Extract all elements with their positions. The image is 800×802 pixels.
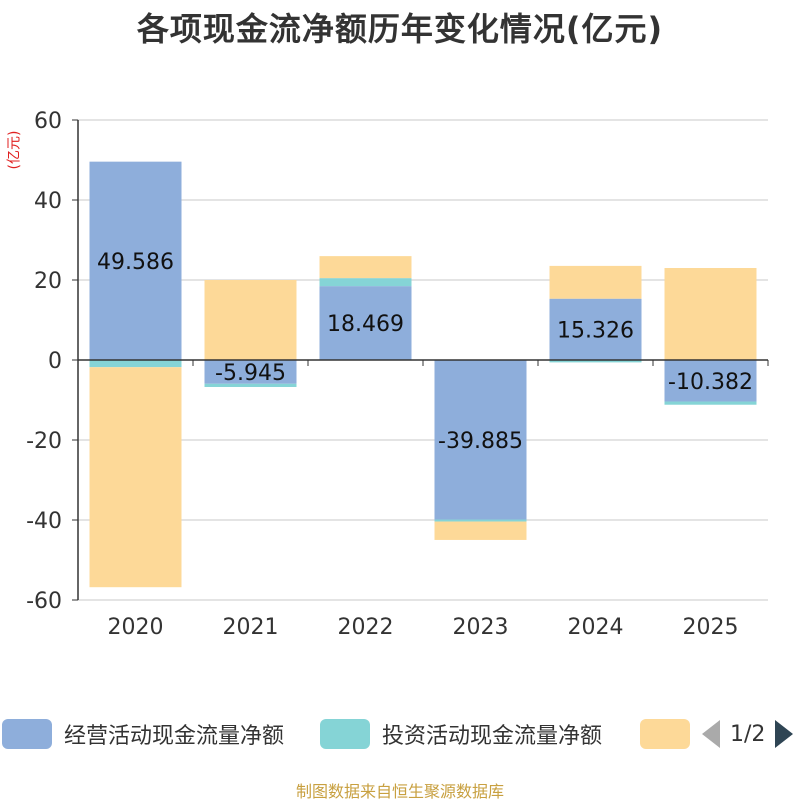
legend-item-investing[interactable]: 投资活动现金流量净额 (320, 716, 602, 752)
bar-2025-series-2[interactable] (664, 268, 757, 360)
legend: 经营活动现金流量净额 投资活动现金流量净额 1/2 (0, 716, 800, 756)
y-tick-label: -60 (26, 589, 62, 614)
x-tick-label-2024: 2024 (568, 615, 624, 640)
bar-2023-series-0[interactable] (434, 360, 527, 520)
bar-2021-series-1[interactable] (204, 383, 297, 387)
y-tick-label: 0 (48, 349, 62, 374)
x-tick-label-2025: 2025 (683, 615, 739, 640)
data-label-2022: 18.469 (327, 312, 404, 337)
bar-2025-series-0[interactable] (664, 360, 757, 402)
bar-2025-series-1[interactable] (664, 401, 757, 405)
y-tick-label: 20 (34, 269, 62, 294)
data-label-2024: 15.326 (557, 318, 634, 343)
legend-page-indicator: 1/2 (730, 721, 766, 747)
chart-canvas: 60 40 20 0 -20 -40 -60 2020 2021 2022 2023 2024 2025… (26, 109, 769, 640)
legend-item-financing[interactable] (640, 716, 702, 752)
prev-page-icon[interactable] (702, 720, 720, 748)
bar-2023-series-1[interactable] (434, 519, 527, 522)
legend-swatch-financing (640, 719, 690, 749)
bar-2021-series-2[interactable] (204, 280, 297, 360)
chart-title: 各项现金流净额历年变化情况(亿元) (136, 10, 664, 48)
next-page-icon[interactable] (775, 720, 794, 748)
bar-2022-series-0[interactable] (319, 286, 412, 360)
legend-label-operating: 经营活动现金流量净额 (64, 724, 285, 749)
x-tick-label-2022: 2022 (338, 615, 394, 640)
y-tick-label: -20 (26, 429, 62, 454)
y-tick-label: 60 (34, 109, 62, 134)
data-label-2025: -10.382 (668, 370, 753, 395)
legend-swatch-operating (2, 719, 52, 749)
bar-2024-series-0[interactable] (549, 298, 642, 360)
bar-2024-series-2[interactable] (549, 265, 642, 299)
data-labels: 49.586 -5.945 18.469 -39.885 15.326 -10.382 (97, 250, 753, 454)
data-label-2021: -5.945 (215, 361, 286, 386)
x-tick-label-2023: 2023 (453, 615, 509, 640)
x-tick-label-2021: 2021 (223, 615, 279, 640)
y-tick-label: 40 (34, 189, 62, 214)
bar-2022-series-2[interactable] (319, 256, 412, 279)
bar-2021-series-0[interactable] (204, 360, 297, 384)
x-tick-label-2020: 2020 (108, 615, 164, 640)
data-label-2020: 49.586 (97, 250, 174, 275)
legend-item-operating[interactable]: 经营活动现金流量净额 (2, 716, 284, 752)
bar-2020-series-1[interactable] (89, 360, 182, 368)
data-label-2023: -39.885 (438, 429, 523, 454)
bar-2023-series-2[interactable] (434, 521, 527, 540)
y-tick-label: -40 (26, 509, 62, 534)
grid-lines (78, 119, 768, 601)
bars (89, 161, 757, 588)
legend-label-investing: 投资活动现金流量净额 (382, 724, 603, 749)
bar-2024-series-1[interactable] (549, 360, 642, 363)
source-note: 制图数据来自恒生聚源数据库 (295, 782, 504, 801)
axes: 60 40 20 0 -20 -40 -60 2020 2021 2022 2023 2024 2025 (26, 109, 769, 640)
legend-swatch-investing (320, 719, 370, 749)
bar-2020-series-2[interactable] (89, 367, 182, 588)
bar-2022-series-1[interactable] (319, 278, 412, 287)
bar-2020-series-0[interactable] (89, 161, 182, 360)
legend-pager: 1/2 (702, 716, 794, 752)
